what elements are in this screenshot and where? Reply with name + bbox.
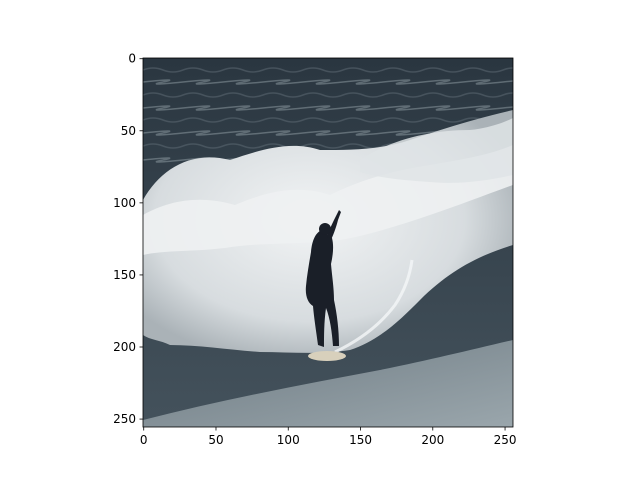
x-tick-label: 0 [140,433,148,447]
ripple-line [143,92,513,98]
ripple-line [143,105,513,111]
y-tick-label: 150 [113,268,136,282]
calm-water [143,340,513,427]
x-tick-label: 50 [208,433,223,447]
ripple-line [143,117,513,123]
x-axis-ticks: 0 50 100 150 200 250 [140,427,517,447]
surfer [305,210,346,361]
x-tick-label: 200 [421,433,444,447]
x-tick-label: 100 [277,433,300,447]
ripple-line [143,67,513,73]
y-tick-label: 0 [128,52,136,66]
y-tick-label: 50 [121,124,136,138]
y-tick-label: 100 [113,196,136,210]
distant-foam [360,118,513,183]
y-axis-ticks: 0 50 100 150 200 250 [113,52,143,426]
spray [334,259,414,354]
surf-photo [143,58,513,427]
x-tick-label: 150 [349,433,372,447]
axes-frame [142,57,514,428]
x-tick-label: 250 [494,433,517,447]
y-tick-label: 200 [113,340,136,354]
y-tick-label: 250 [113,412,136,426]
ripple-line [143,79,513,85]
